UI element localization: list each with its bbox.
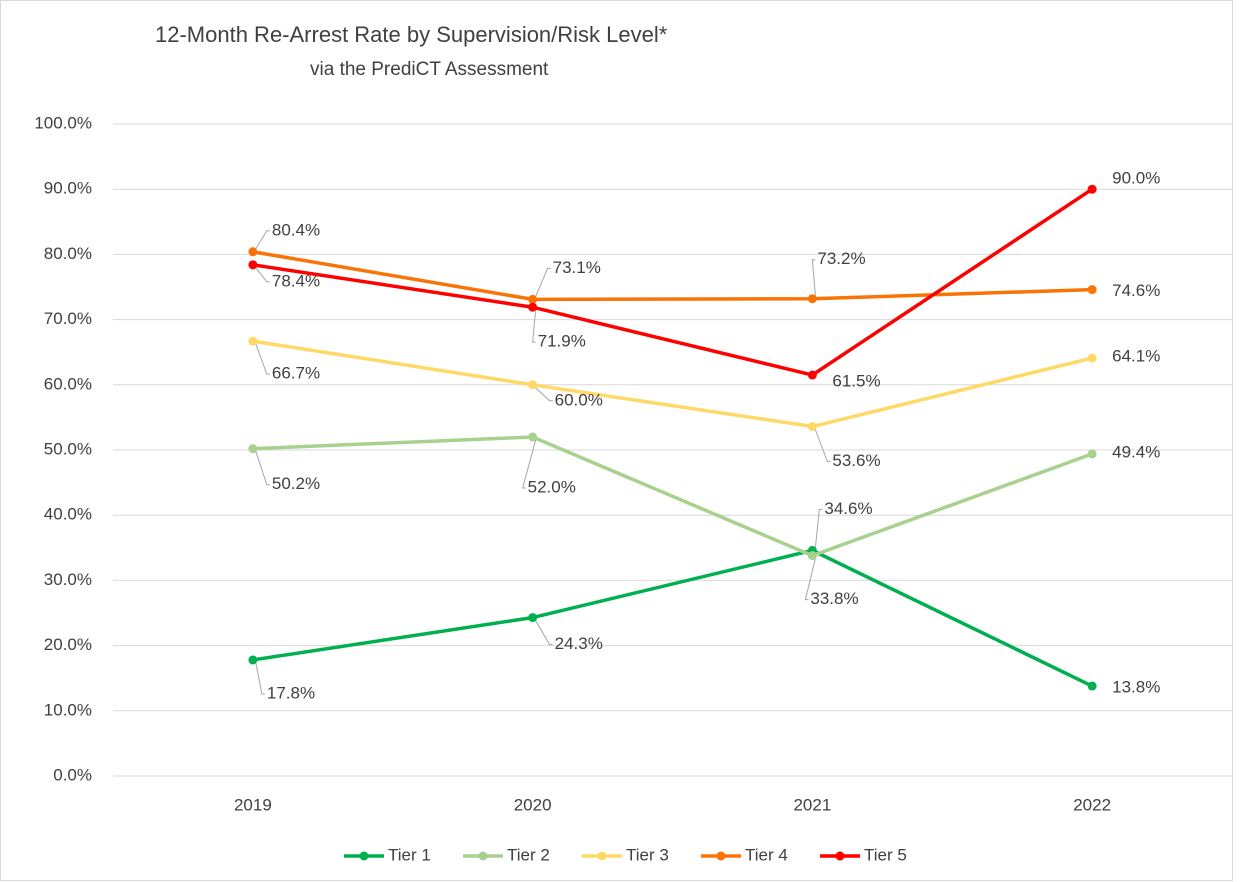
series-line <box>252 250 1093 302</box>
data-point <box>248 247 258 257</box>
data-point <box>248 655 258 665</box>
leader-line <box>535 267 551 297</box>
data-label: 13.8% <box>1112 678 1160 697</box>
data-label: 90.0% <box>1112 169 1160 188</box>
data-point <box>1087 681 1097 691</box>
y-tick-label: 80.0% <box>44 244 92 263</box>
leader-line <box>255 230 270 250</box>
series-line <box>252 435 1093 558</box>
y-tick-label: 20.0% <box>44 635 92 654</box>
leader-line <box>804 558 816 601</box>
data-point <box>807 370 817 380</box>
legend-label: Tier 5 <box>864 845 907 864</box>
x-tick-label: 2021 <box>793 795 831 814</box>
data-label: 34.6% <box>824 499 872 518</box>
series-line <box>252 187 1094 377</box>
leader-line <box>532 310 537 343</box>
leader-line <box>255 451 270 486</box>
data-label: 33.8% <box>810 589 858 608</box>
leader-line <box>521 439 537 489</box>
legend-label: Tier 3 <box>626 845 669 864</box>
data-point <box>807 422 817 432</box>
data-label: 80.4% <box>272 220 320 239</box>
x-tick-label: 2019 <box>234 795 272 814</box>
data-label: 78.4% <box>272 271 320 290</box>
leader-line <box>811 259 816 296</box>
data-label: 52.0% <box>528 477 576 496</box>
y-tick-label: 70.0% <box>44 309 92 328</box>
y-tick-label: 50.0% <box>44 439 92 458</box>
data-point <box>528 613 538 623</box>
leader-line <box>535 387 553 402</box>
data-label: 71.9% <box>538 332 586 351</box>
data-point <box>1087 449 1097 459</box>
data-point <box>1087 184 1097 194</box>
data-point <box>528 294 538 304</box>
data-label: 24.3% <box>555 634 603 653</box>
leader-line <box>814 429 831 463</box>
leader-line <box>255 267 270 283</box>
data-point <box>807 294 817 304</box>
data-label: 50.2% <box>272 474 320 493</box>
data-label: 61.5% <box>832 372 880 391</box>
data-point <box>248 336 258 346</box>
data-label: 74.6% <box>1112 281 1160 300</box>
series-line <box>252 548 1093 688</box>
legend-label: Tier 1 <box>388 845 431 864</box>
chart-title: 12-Month Re-Arrest Rate by Supervision/R… <box>155 22 668 47</box>
data-point <box>528 302 538 312</box>
y-tick-label: 0.0% <box>53 765 92 784</box>
legend-marker <box>597 851 607 861</box>
data-label: 17.8% <box>267 683 315 702</box>
x-tick-label: 2020 <box>514 795 552 814</box>
data-label: 60.0% <box>555 390 603 409</box>
legend-marker <box>835 851 845 861</box>
y-tick-label: 10.0% <box>44 700 92 719</box>
data-point <box>248 444 258 454</box>
data-label: 49.4% <box>1112 442 1160 461</box>
legend-label: Tier 2 <box>507 845 550 864</box>
y-tick-label: 30.0% <box>44 570 92 589</box>
legend-marker <box>359 851 369 861</box>
legend-marker <box>478 851 488 861</box>
data-point <box>807 551 817 561</box>
leader-line <box>255 343 270 375</box>
data-point <box>248 260 258 270</box>
leader-line <box>814 508 823 548</box>
y-tick-label: 90.0% <box>44 179 92 198</box>
legend-label: Tier 4 <box>745 845 788 864</box>
data-label: 73.1% <box>553 258 601 277</box>
data-point <box>528 432 538 442</box>
data-label: 64.1% <box>1112 347 1160 366</box>
data-label: 73.2% <box>817 249 865 268</box>
data-point <box>1087 353 1097 363</box>
data-point <box>1087 285 1097 295</box>
x-tick-label: 2022 <box>1073 795 1111 814</box>
leader-line <box>255 662 265 695</box>
y-tick-label: 60.0% <box>44 374 92 393</box>
y-tick-label: 40.0% <box>44 505 92 524</box>
data-label: 66.7% <box>272 364 320 383</box>
leader-line <box>535 620 553 646</box>
chart-subtitle: via the PrediCT Assessment <box>310 59 549 80</box>
data-point <box>528 380 538 390</box>
data-label: 53.6% <box>832 451 880 470</box>
y-tick-label: 100.0% <box>34 113 92 132</box>
legend-marker <box>716 851 726 861</box>
series-line <box>252 339 1093 429</box>
